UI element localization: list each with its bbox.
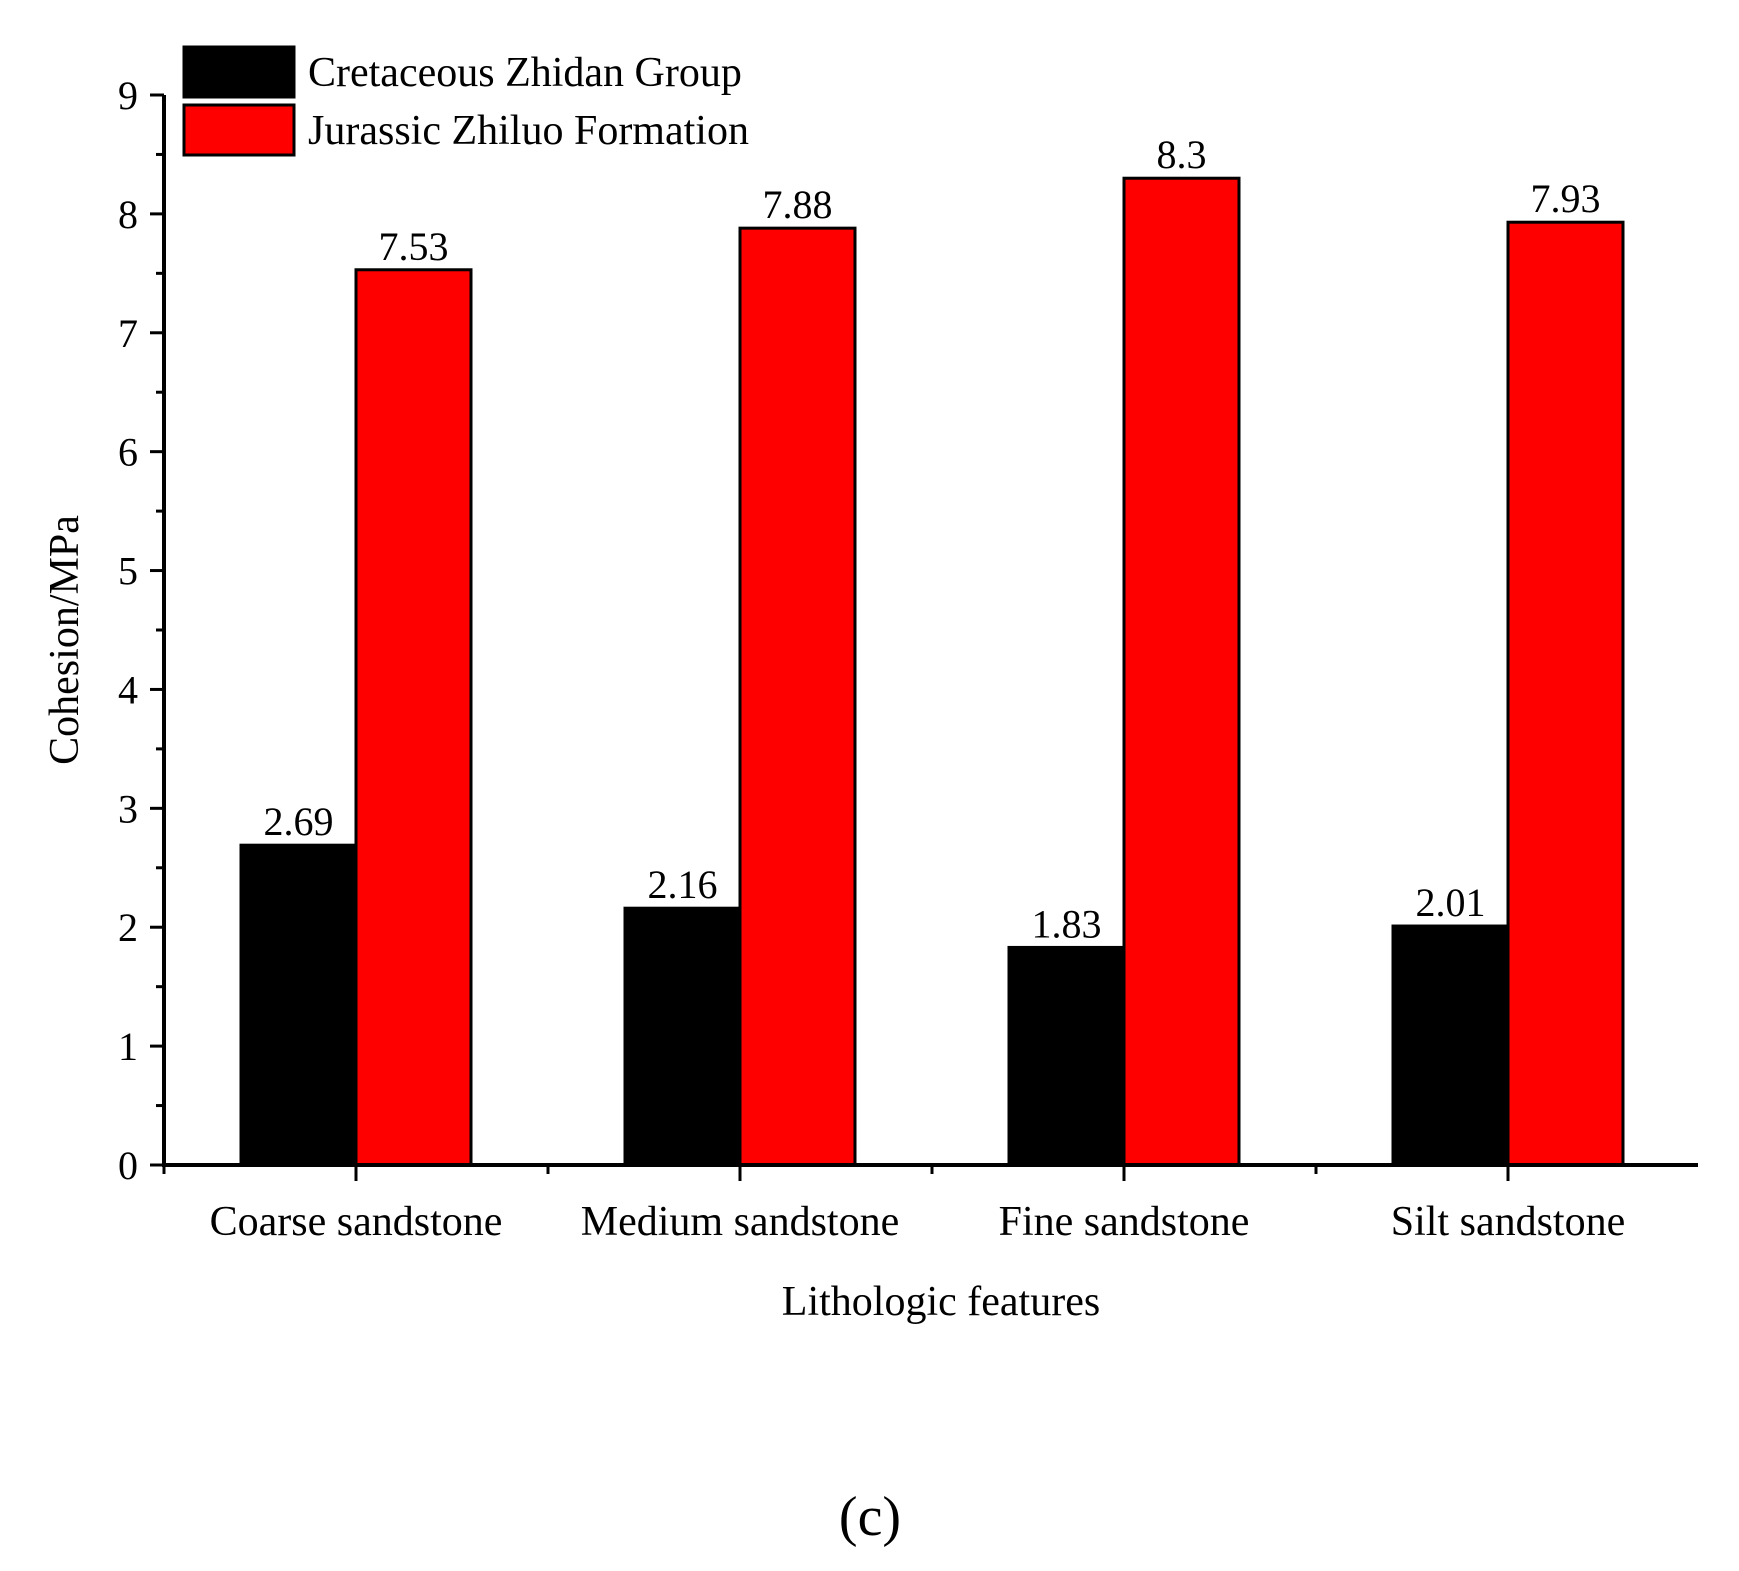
data-label: 7.53 bbox=[379, 224, 449, 269]
data-label: 2.01 bbox=[1416, 880, 1486, 925]
x-tick-label: Silt sandstone bbox=[1391, 1199, 1626, 1245]
legend: Cretaceous Zhidan Group Jurassic Zhiluo … bbox=[182, 45, 749, 157]
legend-swatch-cretaceous bbox=[182, 45, 296, 99]
bar-cretaceous bbox=[1391, 924, 1510, 1167]
x-tick-label: Medium sandstone bbox=[581, 1199, 899, 1245]
y-tick-label: 9 bbox=[118, 73, 138, 118]
bar-cretaceous bbox=[623, 906, 742, 1167]
x-axis-title: Lithologic features bbox=[782, 1279, 1100, 1325]
data-label: 8.3 bbox=[1157, 132, 1207, 177]
bar-jurassic bbox=[1122, 176, 1241, 1167]
y-tick-label: 0 bbox=[118, 1143, 138, 1188]
x-tick-label: Fine sandstone bbox=[999, 1199, 1250, 1245]
y-tick-label: 8 bbox=[118, 192, 138, 237]
legend-swatch-jurassic bbox=[182, 103, 296, 157]
y-tick-label: 1 bbox=[118, 1024, 138, 1069]
data-label: 7.93 bbox=[1531, 176, 1601, 221]
data-label: 2.16 bbox=[648, 862, 718, 907]
data-labels-group: 2.69 7.53 2.16 7.88 1.83 8.3 2.01 7.93 bbox=[264, 132, 1601, 946]
y-tick-label: 7 bbox=[118, 311, 138, 356]
x-ticks-group: Coarse sandstone Medium sandstone Fine san… bbox=[162, 1165, 1626, 1245]
y-tick-label: 5 bbox=[118, 549, 138, 594]
legend-label-cretaceous: Cretaceous Zhidan Group bbox=[308, 50, 742, 96]
bar-jurassic bbox=[738, 226, 857, 1167]
y-tick-label: 3 bbox=[118, 786, 138, 831]
y-axis-title: Cohesion/MPa bbox=[42, 515, 88, 765]
legend-label-jurassic: Jurassic Zhiluo Formation bbox=[308, 108, 749, 154]
y-tick-label: 4 bbox=[118, 667, 138, 712]
y-ticks-group: 0 1 2 3 4 5 6 7 8 9 bbox=[118, 73, 164, 1188]
bar-jurassic bbox=[354, 268, 473, 1167]
x-tick-label: Coarse sandstone bbox=[210, 1199, 503, 1245]
data-label: 7.88 bbox=[763, 182, 833, 227]
bar-jurassic bbox=[1506, 220, 1625, 1167]
y-tick-label: 2 bbox=[118, 905, 138, 950]
data-label: 2.69 bbox=[264, 799, 334, 844]
panel-label: (c) bbox=[839, 1486, 901, 1548]
y-tick-label: 6 bbox=[118, 430, 138, 475]
data-label: 1.83 bbox=[1032, 901, 1102, 946]
bar-cretaceous bbox=[1007, 945, 1126, 1167]
bars-group bbox=[239, 176, 1625, 1167]
bar-cretaceous bbox=[239, 843, 358, 1167]
